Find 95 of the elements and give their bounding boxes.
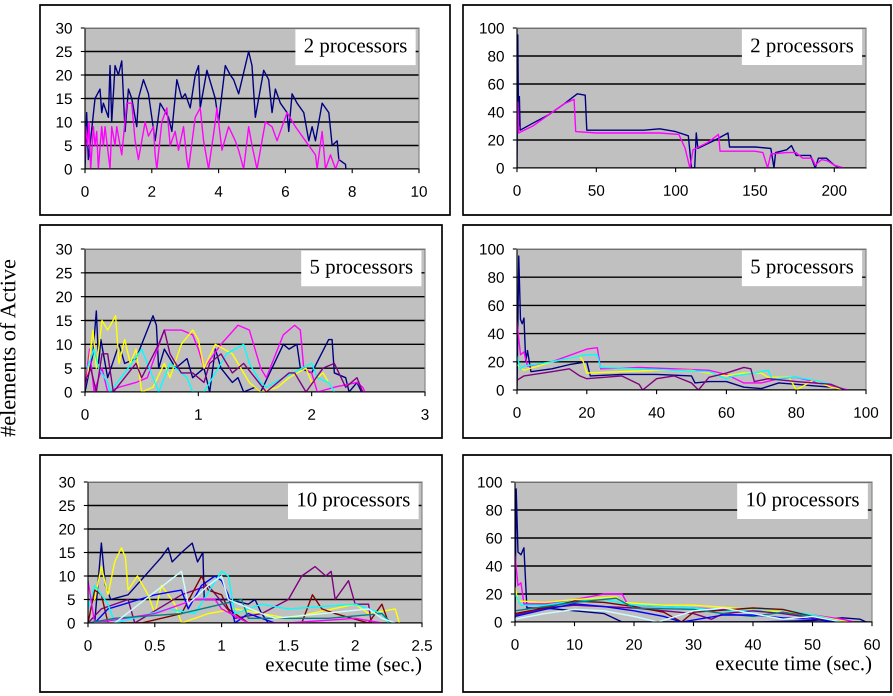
- x-tick-label: 0: [81, 186, 89, 197]
- x-tick-label: 20: [579, 407, 595, 418]
- y-tick-label: 60: [488, 78, 504, 90]
- x-tick-label: 50: [804, 639, 820, 650]
- y-tick-label: 10: [60, 570, 75, 582]
- line-series: [86, 344, 336, 392]
- x-tick-label: 10: [412, 186, 427, 197]
- y-tick-label: 20: [486, 588, 502, 600]
- x-tick-label: 40: [648, 407, 664, 418]
- y-tick-label: 30: [59, 476, 75, 488]
- y-tick-label: 0: [68, 618, 75, 629]
- x-tick-label: 1: [218, 640, 226, 651]
- x-tick-label: 10: [567, 639, 582, 650]
- x-tick-label: 200: [822, 185, 846, 196]
- x-tick-label: 0: [84, 640, 92, 651]
- y-tick-label: 25: [56, 46, 72, 58]
- y-tick-label: 10: [56, 339, 72, 350]
- y-tick-label: 60: [486, 532, 502, 544]
- x-tick-label: 4: [214, 186, 222, 197]
- line-series: [85, 102, 340, 169]
- x-tick-label: 100: [664, 185, 688, 196]
- line-series: [94, 542, 270, 623]
- y-tick-label: 40: [488, 328, 504, 340]
- x-tick-label: 0.5: [144, 640, 165, 651]
- y-tick-label: 80: [486, 504, 502, 516]
- y-tick-label: 5: [64, 140, 72, 152]
- line-series: [515, 593, 843, 622]
- y-tick-label: 5: [68, 594, 75, 606]
- y-tick-label: 10: [56, 116, 72, 128]
- y-tick-label: 20: [488, 134, 504, 146]
- y-tick-label: 30: [56, 22, 72, 34]
- x-tick-label: 20: [626, 639, 642, 650]
- x-tick-label: 100: [854, 407, 878, 418]
- y-tick-label: 0: [64, 164, 72, 175]
- chart-title: 5 processors: [751, 260, 854, 278]
- x-tick-label: 2: [308, 409, 316, 420]
- x-tick-label: 2: [352, 640, 359, 651]
- x-tick-label: 6: [282, 186, 289, 197]
- x-tick-label: 1: [195, 409, 202, 420]
- y-tick-label: 40: [486, 560, 502, 572]
- x-tick-label: 50: [588, 185, 604, 196]
- y-tick-label: 20: [59, 524, 75, 535]
- line-series: [517, 366, 846, 390]
- y-tick-label: 5: [64, 363, 72, 374]
- chart-title: 10 processors: [298, 492, 410, 511]
- x-tick-label: 0: [511, 639, 519, 650]
- y-axis-title: #elements of Active: [0, 260, 16, 436]
- y-tick-label: 100: [480, 22, 504, 34]
- x-tick-label: 40: [744, 639, 761, 650]
- y-tick-label: 25: [56, 268, 72, 279]
- x-tick-label: 80: [788, 407, 804, 418]
- y-tick-label: 15: [56, 316, 72, 326]
- y-tick-label: 0: [494, 616, 502, 628]
- y-tick-label: 15: [60, 548, 75, 558]
- x-tick-label: 3: [421, 409, 429, 420]
- x-tick-label: 0: [81, 409, 89, 420]
- line-series: [515, 607, 843, 622]
- chart-title: 5 processors: [310, 260, 412, 278]
- y-tick-label: 40: [488, 106, 504, 118]
- line-series: [94, 547, 400, 623]
- y-tick-label: 0: [496, 384, 504, 396]
- y-tick-label: 100: [480, 244, 504, 255]
- x-tick-label: 0: [513, 407, 521, 418]
- x-tick-label: 30: [686, 639, 702, 650]
- line-series: [515, 586, 849, 622]
- y-tick-label: 30: [56, 244, 72, 255]
- y-tick-label: 20: [488, 356, 504, 368]
- x-tick-label: 8: [348, 186, 356, 197]
- y-tick-label: 25: [59, 500, 75, 512]
- line-series: [517, 98, 844, 168]
- line-series: [517, 322, 850, 390]
- x-tick-label: 0: [513, 185, 521, 196]
- y-tick-label: 20: [56, 70, 72, 81]
- line-series: [94, 575, 276, 623]
- x-tick-label: 60: [718, 407, 734, 418]
- chart-title: 10 processors: [747, 492, 859, 511]
- chart-title: 2 processors: [304, 38, 407, 57]
- y-tick-label: 80: [488, 50, 504, 62]
- x-tick-label: 150: [743, 185, 768, 196]
- line-series: [88, 598, 392, 623]
- chart-title: 2 processors: [751, 38, 854, 57]
- y-tick-label: 15: [56, 94, 72, 104]
- y-tick-label: 0: [496, 162, 504, 174]
- x-tick-label: 2.5: [412, 640, 432, 651]
- x-axis-title: execute time (sec.): [716, 656, 872, 675]
- y-tick-label: 80: [488, 272, 504, 283]
- y-tick-label: 100: [478, 476, 502, 488]
- y-tick-label: 60: [488, 300, 504, 312]
- x-axis-title: execute time (sec.): [266, 656, 422, 676]
- x-tick-label: 1.5: [278, 640, 298, 651]
- line-series: [85, 310, 362, 392]
- y-tick-label: 0: [64, 386, 72, 398]
- x-tick-label: 2: [148, 186, 156, 197]
- x-tick-label: 60: [864, 639, 880, 650]
- y-tick-label: 20: [56, 292, 72, 302]
